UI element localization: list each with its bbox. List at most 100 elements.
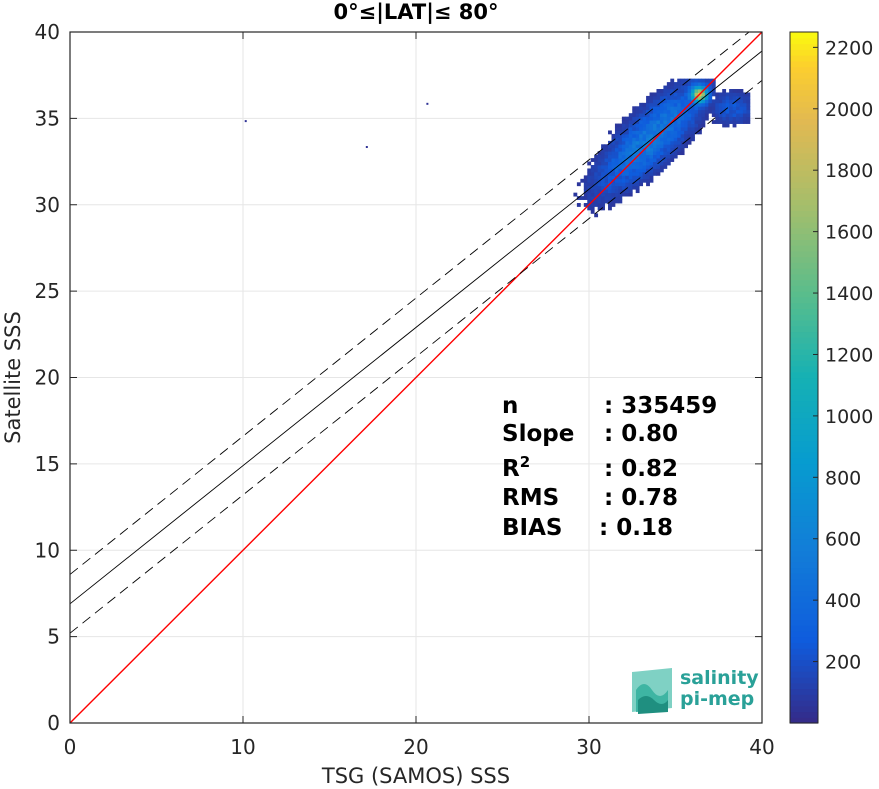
density-cell [736, 113, 740, 118]
density-cell [580, 196, 585, 200]
density-cell [663, 99, 668, 104]
density-cell [691, 120, 695, 124]
density-cell [694, 127, 699, 131]
density-cell [732, 89, 737, 93]
density-cell [659, 168, 664, 173]
density-cell [621, 182, 626, 187]
colorbar-segment [790, 118, 818, 125]
density-cell [601, 199, 605, 204]
density-cell [704, 82, 709, 86]
density-cell [684, 102, 689, 107]
x-tick-label: 0 [64, 735, 77, 759]
y-tick-label: 20 [35, 366, 60, 390]
density-cell [694, 109, 699, 114]
density-cell [608, 168, 612, 173]
x-axis-label: TSG (SAMOS) SSS [321, 764, 510, 788]
density-cell [618, 189, 623, 194]
density-cell [649, 144, 654, 149]
density-cell [742, 99, 747, 104]
density-cell [659, 113, 664, 118]
density-outlier [244, 120, 247, 123]
density-cell [697, 116, 702, 121]
density-cell [697, 82, 702, 86]
density-cell [649, 171, 654, 176]
density-cell [611, 175, 616, 180]
density-cell [614, 171, 619, 176]
density-cell [646, 151, 650, 156]
density-cell [653, 133, 657, 138]
density-cell [635, 106, 640, 111]
density-cell [666, 151, 671, 156]
density-cell [684, 85, 689, 90]
density-cell [670, 102, 675, 107]
density-cell [646, 123, 650, 128]
density-cell [611, 196, 616, 200]
density-cell [646, 178, 650, 183]
density-cell [663, 154, 668, 159]
density-cell [673, 82, 678, 86]
density-cell [639, 165, 644, 169]
density-cell [632, 137, 637, 142]
density-cell [718, 109, 723, 114]
density-cell [594, 189, 599, 194]
density-cell [608, 165, 612, 169]
density-cell [659, 165, 664, 169]
density-cell [687, 99, 692, 104]
density-cell [608, 130, 612, 135]
density-cell [718, 92, 723, 97]
colorbar-segment [790, 602, 818, 609]
density-cell [742, 109, 747, 114]
density-cell [653, 168, 657, 173]
density-cell [614, 127, 619, 131]
density-cell [635, 144, 640, 149]
density-cell [573, 192, 578, 197]
density-cell [656, 127, 661, 131]
density-cell [632, 171, 637, 176]
density-cell [704, 92, 709, 97]
colorbar-tick-label: 400 [825, 590, 861, 612]
density-cell [649, 165, 654, 169]
density-cell [659, 151, 664, 156]
density-cell [687, 123, 692, 128]
density-cell [604, 171, 609, 176]
density-cell [711, 85, 716, 90]
colorbar-segment [790, 440, 818, 448]
colorbar-segment [790, 561, 818, 569]
density-cell [632, 130, 637, 135]
density-cell [614, 161, 619, 166]
density-cell [673, 92, 678, 97]
density-cell [659, 161, 664, 166]
x-tick-label: 30 [576, 735, 601, 759]
density-cell [628, 130, 633, 135]
density-cell [659, 140, 664, 145]
density-cell [687, 113, 692, 118]
density-cell [739, 109, 744, 114]
density-cell [576, 182, 581, 187]
density-cell [684, 123, 689, 128]
density-cell [687, 109, 692, 114]
density-cell [632, 113, 637, 118]
colorbar-segment [790, 83, 818, 91]
density-cell [656, 99, 661, 104]
colorbar-segment [790, 273, 818, 281]
density-cell [722, 109, 727, 114]
colorbar-segment [790, 308, 818, 315]
density-cell [670, 78, 675, 83]
density-cell [656, 109, 661, 114]
density-cell [635, 151, 640, 156]
density-cell [604, 165, 609, 169]
density-cell [608, 171, 612, 176]
density-cell [653, 99, 657, 104]
density-cell [587, 178, 592, 183]
density-cell [742, 102, 747, 107]
density-cell [597, 161, 602, 166]
density-cell [635, 130, 640, 135]
density-cell [677, 130, 682, 135]
density-cell [704, 113, 709, 118]
regression-line [69, 50, 763, 605]
density-cell [608, 144, 612, 149]
density-cell [611, 158, 616, 162]
colorbar-segment [790, 394, 818, 402]
density-cell [601, 192, 605, 197]
density-cell [694, 78, 699, 83]
